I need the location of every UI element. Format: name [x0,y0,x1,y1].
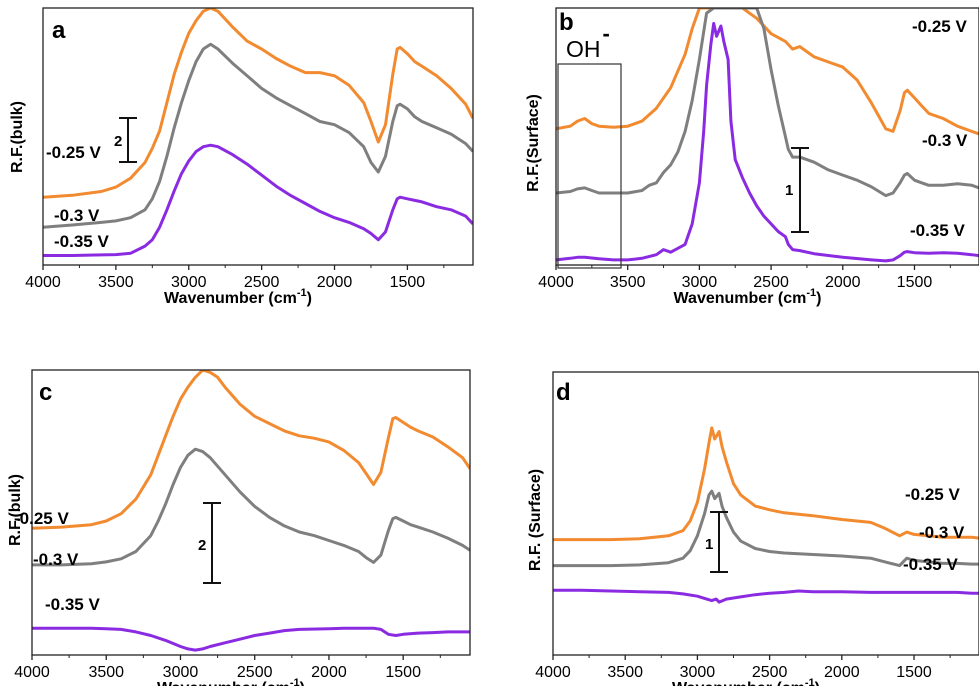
x-axis-label-close: ) [307,290,312,307]
series-label-2: -0.35 V [903,555,958,574]
panel-c: 4000 3500 3000 2500 2000 1500 Wavenumber (cm-1… [7,369,471,686]
x-tick-label: 3000 [171,274,207,291]
plot-frame [552,371,979,656]
panel-d: 4000 3500 3000 2500 2000 1500 Wavenumber (cm-1… [527,371,979,686]
scale-bar-label: 1 [785,182,793,199]
series-label-0: -0.25 V [912,17,967,36]
oh-annotation: OH- [566,21,610,62]
series-label-0: -0.25 V [46,143,101,162]
series-label-0: -0.25 V [14,509,69,528]
x-tick-label: 4000 [14,664,50,681]
x-tick-label: 4000 [535,664,571,681]
x-axis-label-sup: -1 [805,677,815,686]
scale-bar-label: 1 [705,536,713,553]
series-label-2: -0.35 V [910,221,965,240]
series-label-1: -0.3 V [922,131,968,150]
x-axis-label-close: ) [300,680,305,686]
x-axis-label-close: ) [815,680,820,686]
series-label-1: -0.3 V [54,206,100,225]
x-tick-label: 3500 [610,274,646,291]
x-tick-label: 2000 [311,664,347,681]
scale-bar-label: 2 [114,133,122,150]
series-line-b-0 [556,8,979,136]
x-tick-label: 1500 [390,274,426,291]
series-line-d-2 [553,588,979,604]
series-label-1: -0.3 V [33,550,79,569]
x-tick-label: 2000 [317,274,353,291]
series-line-d-1 [553,489,979,568]
y-axis-label: R.F.(bulk) [7,474,24,546]
x-axis-label: Wavenumber (cm-1) [157,677,305,686]
x-axis-label-text: Wavenumber (cm [674,290,807,307]
panel-label: d [556,379,571,406]
plot-frame [42,7,474,266]
x-tick-label: 2500 [237,664,273,681]
panel-label: c [39,379,52,406]
x-axis-label: Wavenumber (cm-1) [674,287,822,307]
series-label-0: -0.25 V [905,485,960,504]
x-tick-label: 1500 [385,664,421,681]
x-tick-label: 1500 [897,274,933,291]
x-axis-label: Wavenumber (cm-1) [164,287,312,307]
series-label-1: -0.3 V [919,523,965,542]
x-tick-label: 3000 [163,664,199,681]
x-tick-label: 2500 [753,274,789,291]
scale-bar-label: 2 [198,537,206,554]
y-axis-label: R.F. (Surface) [527,469,544,571]
series-line-d-0 [553,426,979,542]
x-tick-label: 3500 [88,664,124,681]
panel-label: a [52,17,66,44]
x-axis-label: Wavenumber (cm-1) [672,677,820,686]
x-axis-label-text: Wavenumber (cm [164,290,297,307]
x-tick-label: 4000 [25,274,61,291]
x-tick-label: 3500 [98,274,134,291]
series-line-a-0 [43,8,473,199]
series-line-c-0 [32,370,470,530]
x-axis-label-text: Wavenumber (cm [157,680,290,686]
y-axis-label: R.F.(bulk) [9,101,26,173]
oh-annotation-sup: - [603,21,610,46]
series-line-a-1 [43,42,473,229]
panel-a: 4000 3500 3000 2500 2000 1500 Wavenumber (cm-1… [9,7,474,307]
series-line-a-2 [43,143,473,257]
panel-label: b [559,9,574,36]
x-tick-label: 3000 [680,664,716,681]
x-axis-label-close: ) [816,290,821,307]
y-axis-label: R.F.(Surface) [525,94,542,192]
x-tick-label: 3500 [607,664,643,681]
x-axis-label-text: Wavenumber (cm [672,680,805,686]
x-tick-label: 1500 [896,664,932,681]
x-tick-label: 2000 [824,664,860,681]
oh-region-box [557,63,622,269]
x-axis-label-sup: -1 [290,677,300,686]
x-tick-label: 4000 [538,274,574,291]
series-line-c-1 [32,447,470,567]
x-axis-label-sup: -1 [297,287,307,299]
oh-annotation-text: OH [566,36,601,62]
x-tick-label: 2500 [244,274,280,291]
plot-frame [555,7,979,266]
x-tick-label: 3000 [682,274,718,291]
series-line-c-2 [32,626,470,652]
series-line-b-1 [556,8,979,198]
series-line-b-2 [556,21,979,263]
x-axis-label-sup: -1 [806,287,816,299]
plot-frame [31,369,471,656]
series-label-2: -0.35 V [54,232,109,251]
series-label-2: -0.35 V [45,595,100,614]
x-tick-label: 2500 [752,664,788,681]
x-tick-label: 2000 [825,274,861,291]
